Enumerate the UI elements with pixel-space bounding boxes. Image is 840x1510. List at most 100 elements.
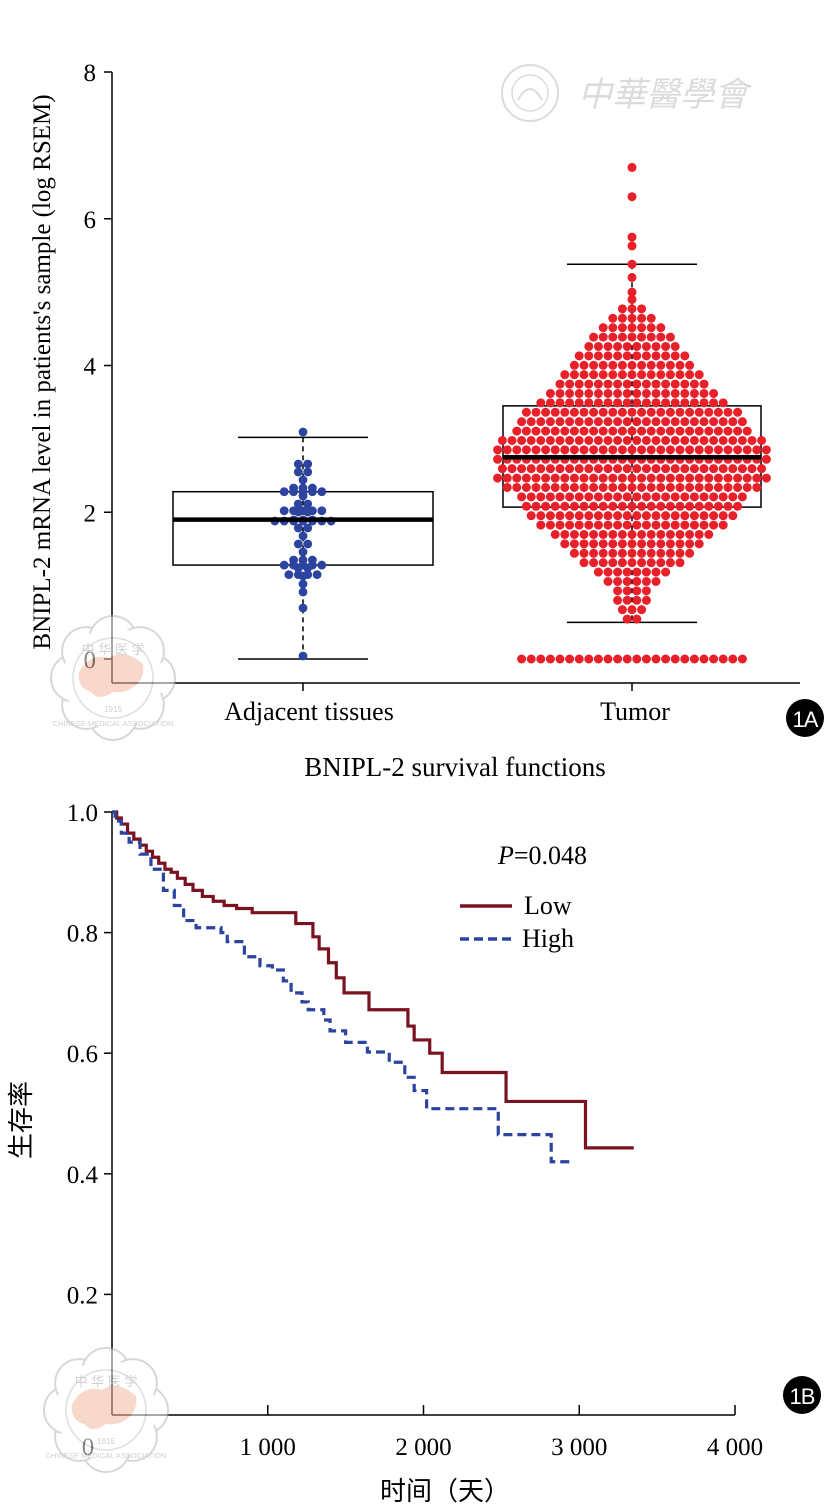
data-point-tumor	[632, 351, 642, 361]
data-point-tumor	[728, 464, 738, 474]
data-point-tumor	[670, 388, 680, 398]
data-point-tumor	[536, 464, 546, 474]
data-point-tumor	[737, 492, 747, 502]
data-point-tumor	[574, 388, 584, 398]
data-point-tumor	[622, 492, 632, 502]
data-point-tumor	[622, 388, 632, 398]
data-point-tumor	[598, 501, 608, 511]
data-point-tumor	[685, 501, 695, 511]
data-point-tumor	[665, 529, 675, 539]
data-point-tumor-outlier	[627, 259, 637, 269]
data-point-tumor	[579, 370, 589, 380]
data-point-tumor	[565, 464, 575, 474]
data-point-tumor	[512, 426, 522, 436]
data-point-tumor	[675, 548, 685, 558]
data-point-tumor	[632, 435, 642, 445]
data-point-tumor	[613, 586, 623, 596]
data-point-tumor	[565, 492, 575, 502]
data-point-tumor	[742, 445, 752, 455]
data-point-tumor	[680, 435, 690, 445]
data-point-tumor	[713, 482, 723, 492]
data-point-tumor	[579, 529, 589, 539]
data-point-tumor	[670, 417, 680, 427]
data-point-tumor	[651, 351, 661, 361]
data-point-tumor-zero	[545, 654, 555, 664]
data-point-tumor	[651, 576, 661, 586]
data-point-tumor	[661, 511, 671, 521]
data-point-tumor	[661, 464, 671, 474]
data-point-tumor	[550, 501, 560, 511]
data-point-adjacent	[298, 603, 308, 613]
data-point-tumor	[526, 511, 536, 521]
data-point-adjacent	[298, 587, 308, 597]
data-point-tumor	[598, 548, 608, 558]
data-point-tumor	[598, 473, 608, 483]
data-point-tumor	[565, 398, 575, 408]
data-point-tumor	[632, 567, 642, 577]
data-point-tumor	[617, 323, 627, 333]
data-point-tumor	[651, 520, 661, 530]
data-point-tumor	[685, 370, 695, 380]
seal-top-text: 中 华 医 学	[75, 1374, 138, 1389]
data-point-tumor	[699, 511, 709, 521]
data-point-tumor	[651, 464, 661, 474]
data-point-tumor	[593, 341, 603, 351]
data-point-tumor	[608, 323, 618, 333]
data-point-tumor	[641, 520, 651, 530]
data-point-tumor	[521, 445, 531, 455]
data-point-tumor	[574, 511, 584, 521]
data-point-tumor	[632, 576, 642, 586]
data-point-tumor	[584, 464, 594, 474]
data-point-tumor	[531, 482, 541, 492]
x-tick-label-a: Tumor	[600, 697, 670, 726]
data-point-tumor	[608, 539, 618, 549]
chart-title-b: BNIPL-2 survival functions	[304, 752, 605, 782]
data-point-tumor-zero	[584, 654, 594, 664]
data-point-tumor	[689, 511, 699, 521]
data-point-adjacent	[279, 506, 289, 516]
data-point-tumor	[617, 332, 627, 342]
legend-label-high: High	[522, 924, 574, 953]
data-point-tumor	[608, 360, 618, 370]
data-point-tumor	[613, 567, 623, 577]
data-point-tumor	[641, 379, 651, 389]
data-point-tumor	[613, 398, 623, 408]
x-tick-label-b: 1 000	[240, 1434, 296, 1461]
data-point-tumor	[689, 398, 699, 408]
data-point-tumor	[574, 398, 584, 408]
data-point-tumor	[493, 445, 503, 455]
data-point-tumor	[617, 539, 627, 549]
data-point-tumor	[536, 492, 546, 502]
data-point-tumor	[536, 520, 546, 530]
data-point-tumor	[632, 492, 642, 502]
data-point-tumor	[641, 595, 651, 605]
y-axis-label-a: BNIPL-2 mRNA level in patients's sample …	[29, 94, 56, 649]
data-point-tumor	[656, 501, 666, 511]
data-point-tumor	[526, 492, 536, 502]
data-point-tumor	[699, 388, 709, 398]
data-point-tumor	[694, 426, 704, 436]
data-point-tumor	[517, 435, 527, 445]
data-point-tumor	[627, 548, 637, 558]
data-point-tumor	[694, 482, 704, 492]
data-point-tumor	[526, 417, 536, 427]
data-point-tumor	[584, 435, 594, 445]
data-point-tumor	[685, 482, 695, 492]
data-point-tumor	[670, 520, 680, 530]
data-point-tumor	[574, 464, 584, 474]
data-point-tumor	[598, 558, 608, 568]
data-point-tumor	[656, 473, 666, 483]
data-point-tumor	[560, 539, 570, 549]
data-point-tumor	[718, 520, 728, 530]
data-point-tumor	[646, 332, 656, 342]
data-point-tumor	[617, 501, 627, 511]
data-point-tumor	[627, 294, 637, 304]
data-point-tumor	[665, 548, 675, 558]
y-ticks-b: 0.2 0.4 0.6 0.8 1.0	[67, 800, 112, 1309]
data-point-tumor	[646, 360, 656, 370]
data-point-tumor	[733, 473, 743, 483]
data-point-tumor-zero	[709, 654, 719, 664]
data-point-tumor	[689, 464, 699, 474]
y-tick-label-b: 0.8	[67, 921, 98, 948]
